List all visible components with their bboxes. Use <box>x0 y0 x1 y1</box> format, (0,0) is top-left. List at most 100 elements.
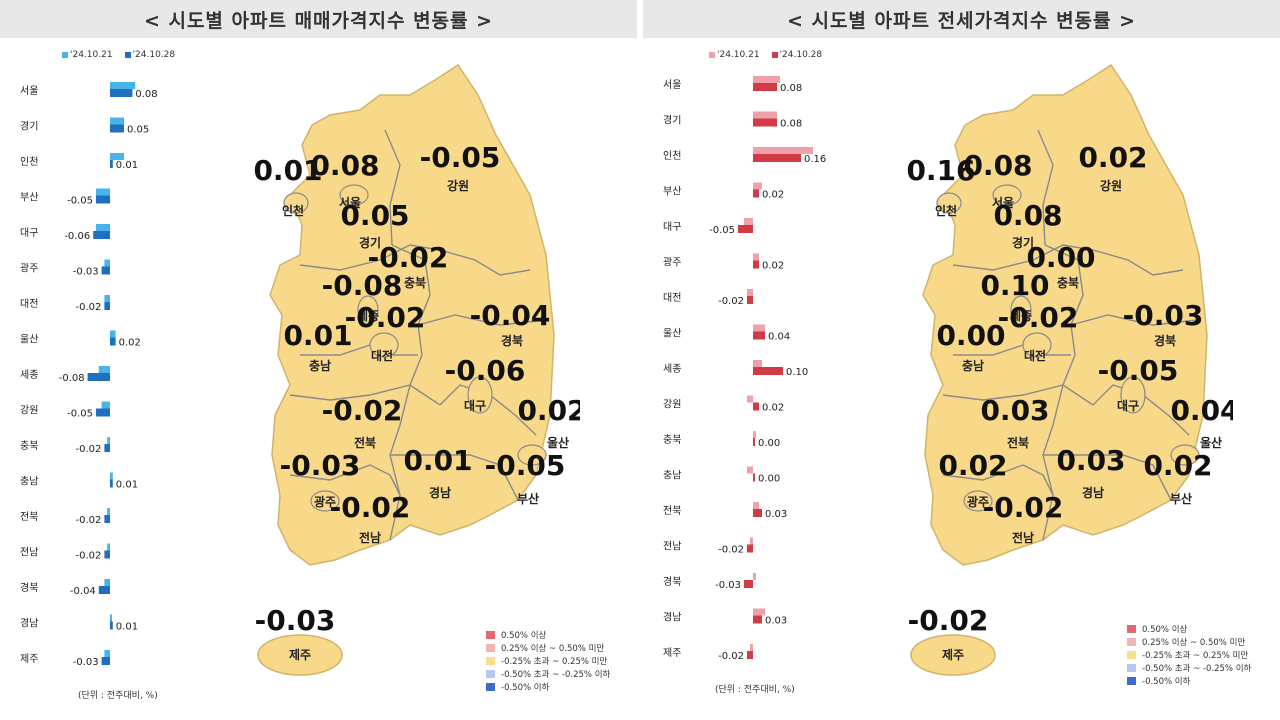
korea-mainland-shape <box>269 63 555 566</box>
map-value-label: 0.02 <box>517 394 580 427</box>
map-legend-item: -0.50% 이하 <box>486 680 610 693</box>
data-label: -0.02 <box>76 515 102 526</box>
category-label: 제주 <box>663 647 681 659</box>
category-label: 충북 <box>663 434 681 446</box>
category-label: 서울 <box>20 85 38 97</box>
data-label: 0.10 <box>786 367 808 378</box>
bar-curr <box>753 260 759 269</box>
category-label: 경북 <box>663 575 681 588</box>
map-value-label: 0.01 <box>403 444 472 477</box>
bar-curr <box>104 515 110 523</box>
legend-swatch <box>1127 676 1136 685</box>
data-label: -0.03 <box>715 580 741 591</box>
city-boundary <box>310 490 340 512</box>
category-label: 제주 <box>20 653 38 665</box>
bar-curr <box>93 231 110 239</box>
legend-item-prev: '24.10.21 <box>709 50 760 60</box>
city-boundary <box>1010 295 1032 325</box>
map-region-name: 제주 <box>289 648 311 662</box>
bar-prev <box>753 360 762 367</box>
unit-label: (단위 : 전주대비, %) <box>78 691 158 701</box>
legend-swatch <box>1127 663 1136 672</box>
province-border <box>1070 314 1199 326</box>
bar-prev <box>104 650 110 657</box>
category-label: 광주 <box>20 263 38 275</box>
province-border <box>299 244 531 276</box>
bar-prev <box>747 289 753 296</box>
map-value-label: 0.08 <box>963 149 1032 182</box>
city-boundary <box>357 295 379 325</box>
map-value-label: 0.00 <box>1026 241 1095 274</box>
bar-prev <box>753 76 780 83</box>
city-boundary <box>992 184 1022 206</box>
legend-swatch <box>486 643 495 652</box>
category-label: 전북 <box>663 505 681 517</box>
map-value-label: -0.03 <box>280 449 361 482</box>
data-label: -0.02 <box>76 302 102 313</box>
bar-prev <box>753 324 765 332</box>
sale-map: 0.01인천0.08서울-0.05강원0.05경기-0.02충북-0.08세종-… <box>253 63 580 676</box>
map-value-label: 0.01 <box>253 154 322 187</box>
map-region-name: 경남 <box>429 485 451 500</box>
map-region-name: 경북 <box>1154 334 1176 348</box>
map-region-name: 충북 <box>404 275 426 290</box>
map-legend-item: 0.50% 이상 <box>486 628 610 641</box>
map-legend: 0.50% 이상 0.25% 이상 ~ 0.50% 미만 -0.25% 초과 ~ 0… <box>486 628 610 693</box>
category-label: 전북 <box>20 511 38 523</box>
category-label: 경남 <box>663 611 681 624</box>
map-legend-item: 0.25% 이상 ~ 0.50% 미만 <box>486 641 610 654</box>
bar-curr <box>753 83 777 91</box>
data-label: -0.02 <box>718 545 744 556</box>
unit-label: (단위 : 전주대비, %) <box>715 685 795 695</box>
province-border <box>390 454 519 501</box>
legend-swatch <box>486 682 495 691</box>
city-boundary <box>936 192 962 214</box>
category-label: 경북 <box>20 581 38 594</box>
city-boundary <box>283 192 309 214</box>
bar-prev <box>753 502 759 509</box>
bar-prev <box>750 644 753 651</box>
data-label: 0.02 <box>762 403 784 414</box>
map-legend-item: -0.25% 초과 ~ 0.25% 미만 <box>486 654 610 667</box>
map-value-label: 0.03 <box>1056 444 1125 477</box>
bar-curr <box>753 402 759 411</box>
category-label: 경기 <box>663 114 681 127</box>
data-label: -0.03 <box>73 657 99 668</box>
province-border <box>289 384 441 406</box>
data-label: 0.03 <box>765 616 787 627</box>
map-value-label: -0.02 <box>322 394 403 427</box>
map-value-label: 0.02 <box>1078 141 1147 174</box>
data-label: 0.02 <box>762 261 784 272</box>
legend-swatch <box>486 630 495 639</box>
bar-curr <box>110 621 113 630</box>
map-value-label: 0.03 <box>980 394 1049 427</box>
map-legend: 0.50% 이상 0.25% 이상 ~ 0.50% 미만 -0.25% 초과 ~ 0… <box>1127 622 1251 687</box>
city-boundary <box>467 376 493 414</box>
category-label: 부산 <box>20 192 38 204</box>
map-value-label: 0.01 <box>283 319 352 352</box>
map-region-name: 경북 <box>501 334 523 348</box>
bar-prev <box>753 431 756 438</box>
bar-prev <box>110 614 112 622</box>
map-value-label: -0.05 <box>1098 354 1179 387</box>
province-border <box>384 129 401 246</box>
legend-text: 0.50% 이상 <box>501 630 547 641</box>
map-legend-item: 0.25% 이상 ~ 0.50% 미만 <box>1127 635 1251 648</box>
map-value-label: 0.08 <box>993 199 1062 232</box>
jeju-island-shape <box>910 634 996 676</box>
category-label: 대구 <box>20 227 38 239</box>
legend-text: -0.25% 초과 ~ 0.25% 미만 <box>501 656 608 667</box>
category-label: 강원 <box>663 399 681 411</box>
category-label: 충남 <box>20 476 38 488</box>
map-region-name: 서울 <box>339 195 361 210</box>
bar-prev <box>107 543 110 551</box>
map-region-name: 서울 <box>992 195 1014 210</box>
province-border <box>1043 454 1172 501</box>
bar-curr <box>753 473 755 482</box>
data-label: -0.04 <box>70 586 96 597</box>
data-label: -0.08 <box>59 373 85 384</box>
bar-curr <box>96 408 110 417</box>
legend-text: 0.25% 이상 ~ 0.50% 미만 <box>501 643 605 654</box>
category-label: 광주 <box>663 257 681 269</box>
map-region-name: 강원 <box>447 179 469 193</box>
